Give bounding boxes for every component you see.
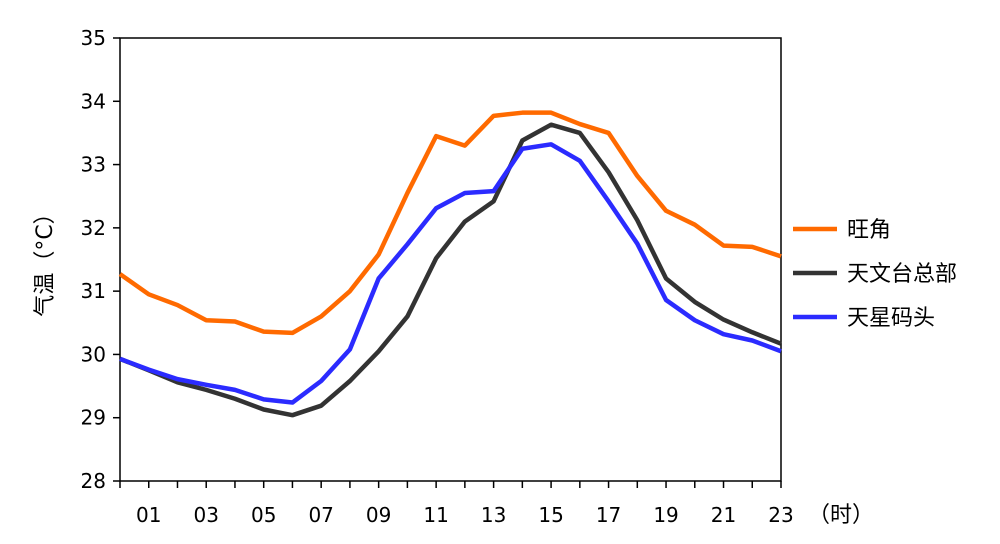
legend-label: 天文台总部 — [847, 262, 957, 287]
y-tick-label: 35 — [81, 26, 106, 50]
x-tick-label: 19 — [653, 503, 678, 527]
x-tick-label: 11 — [423, 503, 448, 527]
plot-frame — [119, 37, 782, 482]
y-tick-label: 28 — [81, 469, 106, 493]
x-tick-label: 23 — [768, 503, 793, 527]
y-axis-title: 气温（°C） — [33, 202, 58, 316]
x-tick-label: 07 — [308, 503, 333, 527]
y-tick-label: 30 — [81, 342, 106, 366]
series-line — [118, 110, 782, 336]
x-tick-label: 09 — [366, 503, 391, 527]
x-tick-label: 05 — [251, 503, 276, 527]
x-tick-label: 21 — [711, 503, 736, 527]
y-tick-label: 29 — [81, 406, 106, 430]
x-tick-label: 13 — [481, 503, 506, 527]
x-tick-label: 03 — [193, 503, 218, 527]
y-tick-label: 33 — [81, 153, 106, 177]
legend-label: 旺角 — [847, 218, 891, 243]
y-tick-label: 34 — [81, 89, 106, 113]
series-line — [119, 142, 782, 405]
axes: 28 29 30 31 32 33 34 35 01 03 05 07 09 11 13 15 17 19 21 23 — [81, 26, 794, 527]
x-tick-label: 01 — [136, 503, 161, 527]
plot-area — [119, 37, 782, 482]
series-lines — [118, 110, 782, 418]
series-line — [119, 122, 782, 418]
x-tick-label: 17 — [596, 503, 621, 527]
x-tick-label: 15 — [538, 503, 563, 527]
y-tick-label: 32 — [81, 216, 106, 240]
legend-label: 天星码头 — [847, 306, 935, 331]
x-axis-unit: （时） — [808, 503, 874, 528]
y-tick-label: 31 — [81, 279, 106, 303]
